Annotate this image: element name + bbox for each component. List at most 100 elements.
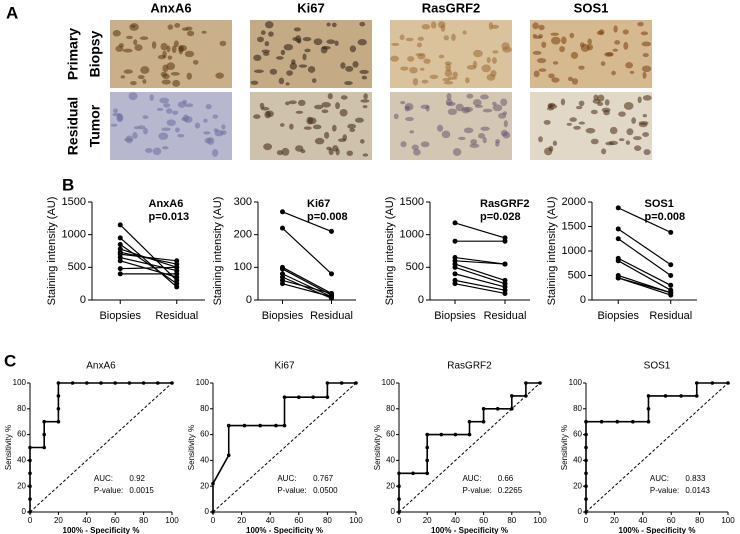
cell (130, 81, 137, 86)
column-title: AnxA6 (150, 0, 191, 15)
cell (605, 141, 614, 146)
annotation: P-value: (277, 486, 306, 495)
point (615, 205, 621, 211)
point (615, 275, 621, 281)
x-tick-label: 100 (165, 516, 179, 525)
cell (133, 39, 138, 46)
point (117, 222, 123, 228)
y-tick-label: 40 (386, 456, 395, 465)
y-axis-label: Staining intensity (AU) (46, 197, 58, 306)
cell (415, 53, 426, 57)
cell (363, 93, 368, 100)
cell (349, 45, 357, 53)
cell (452, 71, 458, 78)
cell (276, 56, 284, 60)
row-label: Primary (65, 28, 81, 80)
point (56, 394, 61, 398)
cell (156, 107, 164, 111)
cell (538, 24, 545, 31)
annotation: 0.0015 (129, 486, 154, 495)
cell (289, 62, 298, 70)
point (502, 238, 508, 244)
cell (532, 22, 539, 30)
cell (586, 44, 594, 51)
point (452, 281, 458, 287)
y-tick-label: 1000 (400, 229, 424, 241)
point (615, 419, 620, 424)
point (510, 407, 514, 411)
cell (207, 137, 215, 145)
point (274, 423, 278, 428)
x-axis-label: 100% - Specificity % (246, 526, 323, 534)
cell (132, 132, 138, 139)
cell (321, 46, 331, 50)
cell (566, 122, 572, 126)
y-tick-label: 60 (573, 430, 582, 439)
point (99, 381, 103, 385)
point (354, 381, 358, 385)
cell (151, 41, 157, 49)
y-tick-label: 100 (13, 378, 27, 387)
cell (360, 139, 365, 144)
x-tick-label: 0 (211, 516, 216, 525)
pair-line (282, 211, 332, 232)
cell (324, 131, 330, 139)
cell (173, 40, 179, 48)
annotation: p=0.028 (480, 211, 521, 223)
cell (482, 108, 493, 113)
cell (269, 68, 278, 75)
cell (253, 54, 262, 62)
cell (184, 50, 195, 58)
x-tick-label: 0 (28, 516, 33, 525)
cell (280, 123, 285, 127)
cell (641, 41, 652, 47)
y-axis-label: Sensitivity % (560, 425, 569, 470)
cell (312, 124, 322, 130)
cell (161, 127, 171, 131)
point (226, 453, 231, 458)
x-tick-label: 40 (266, 516, 275, 525)
cell (172, 110, 179, 115)
cell (340, 62, 346, 69)
x-tick-label: Biopsies (434, 310, 476, 322)
cell (123, 69, 133, 74)
y-tick-label: 1500 (562, 220, 586, 232)
point (211, 481, 215, 486)
cell (642, 53, 649, 58)
y-tick-label: 80 (386, 404, 395, 413)
cell (400, 141, 407, 148)
cell (486, 73, 496, 81)
cell (416, 42, 423, 48)
cell (110, 123, 118, 127)
x-tick-label: 20 (610, 516, 619, 525)
point (70, 381, 75, 385)
x-tick-label: 40 (451, 516, 460, 525)
point (584, 458, 588, 463)
chart-title: RasGRF2 (447, 361, 492, 372)
cell (295, 35, 302, 43)
cell (125, 135, 134, 144)
cell (532, 50, 542, 55)
cell (139, 36, 149, 41)
cell (638, 122, 648, 128)
cell (186, 30, 195, 37)
cell (159, 97, 170, 104)
cell (298, 64, 308, 68)
cell (436, 124, 444, 132)
x-tick-label: Residual (649, 310, 692, 322)
cell (614, 40, 621, 45)
cell (430, 21, 437, 29)
pair-line (120, 253, 177, 262)
point (117, 266, 123, 272)
cell (551, 77, 560, 83)
cell (304, 48, 311, 53)
point (679, 394, 683, 398)
cell (347, 123, 357, 129)
cell (444, 61, 452, 66)
cell (221, 124, 226, 130)
cell (421, 24, 431, 30)
y-axis-label: Sensitivity % (187, 425, 196, 470)
cell (573, 125, 581, 130)
cell (201, 30, 207, 34)
